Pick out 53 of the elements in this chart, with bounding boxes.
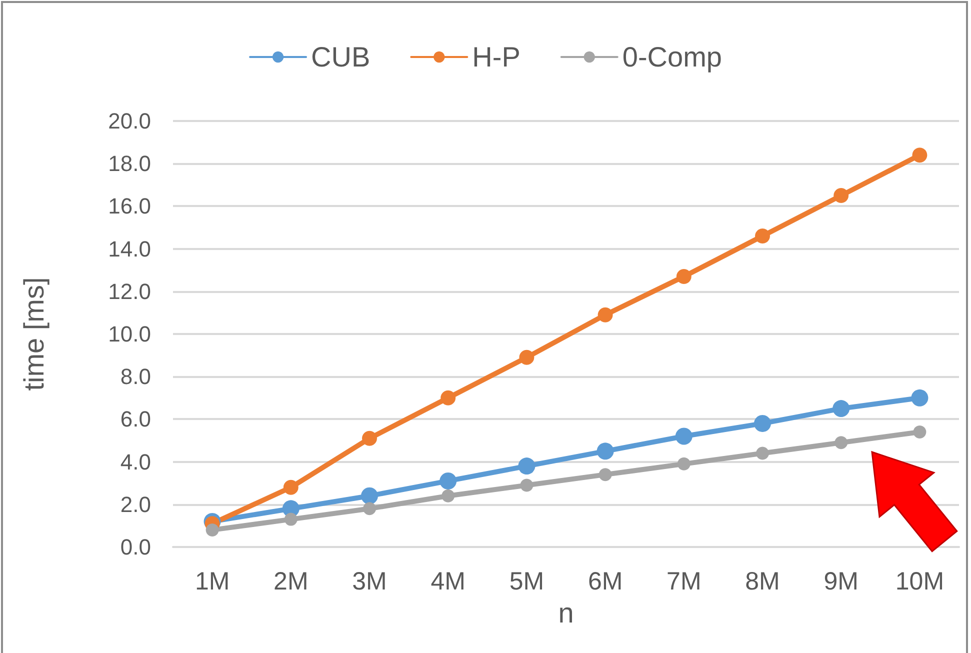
y-tick-label: 14.0 (108, 236, 151, 262)
point (361, 487, 378, 504)
point (834, 188, 849, 204)
point (363, 502, 376, 516)
x-tick-label: 1M (194, 568, 230, 596)
point (598, 307, 613, 322)
legend-label: CUB (311, 42, 370, 72)
y-tick-label: 16.0 (108, 194, 151, 219)
point (832, 400, 850, 418)
point (756, 446, 769, 460)
y-tick-label: 10.0 (108, 322, 151, 346)
point (362, 430, 377, 446)
y-axis-title: time [ms] (18, 277, 50, 391)
legend-label: H-P (472, 42, 520, 72)
y-tick-label: 18.0 (108, 151, 151, 176)
point (913, 425, 926, 438)
y-tick-label: 4.0 (120, 449, 151, 474)
y-tick-label: 0.0 (120, 534, 151, 560)
y-tick-label: 2.0 (120, 492, 151, 517)
point (911, 389, 928, 406)
y-tick-label: 8.0 (120, 364, 151, 390)
point (596, 442, 614, 460)
point (518, 458, 536, 475)
point (834, 436, 848, 450)
x-axis-title: n (558, 597, 574, 628)
point (284, 512, 298, 526)
point (206, 523, 219, 536)
point (598, 468, 612, 482)
x-tick-label: 4M (430, 568, 466, 596)
x-tick-label: 3M (352, 568, 387, 596)
point (755, 228, 770, 244)
x-tick-label: 6M (588, 568, 623, 596)
point (440, 472, 457, 490)
y-tick-label: 6.0 (120, 406, 151, 432)
point (440, 390, 456, 406)
point (442, 489, 455, 502)
y-tick-label: 12.0 (108, 278, 151, 304)
x-tick-label: 8M (745, 568, 780, 596)
point (677, 457, 690, 470)
x-tick-label: 7M (666, 568, 702, 596)
point (283, 480, 298, 495)
legend-label: 0-Comp (622, 42, 722, 72)
x-tick-label: 10M (895, 568, 944, 596)
point (912, 148, 928, 163)
point (675, 428, 692, 445)
point (754, 414, 771, 432)
point (519, 350, 534, 365)
y-tick-label: 20.0 (108, 108, 151, 134)
point (520, 478, 534, 492)
x-tick-label: 9M (824, 568, 858, 596)
x-tick-label: 5M (509, 568, 544, 596)
x-tick-label: 2M (274, 568, 308, 596)
point (676, 268, 692, 284)
